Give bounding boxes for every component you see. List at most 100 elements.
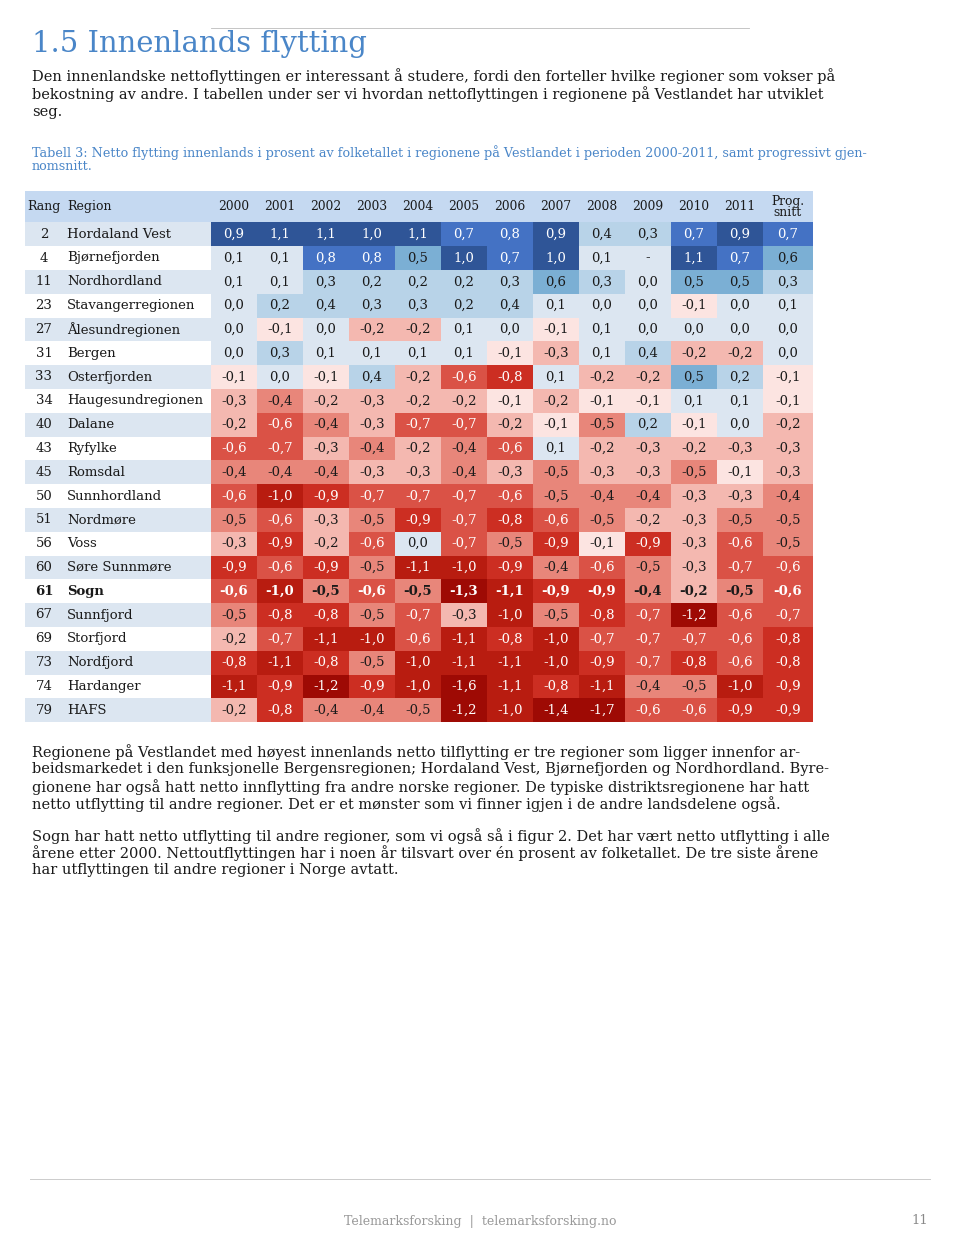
Text: Nordmøre: Nordmøre: [67, 514, 136, 526]
Bar: [257, 389, 303, 412]
Bar: [395, 484, 441, 508]
Text: -0,3: -0,3: [405, 466, 431, 479]
Text: -0,3: -0,3: [543, 347, 569, 359]
Bar: [395, 603, 441, 627]
Text: Region: Region: [67, 200, 111, 212]
Bar: [487, 461, 533, 484]
Bar: [579, 270, 625, 294]
Bar: [395, 317, 441, 341]
Bar: [25, 366, 211, 389]
Bar: [671, 246, 717, 270]
Bar: [395, 461, 441, 484]
Bar: [717, 222, 763, 246]
Text: 0,2: 0,2: [730, 370, 751, 384]
Bar: [395, 389, 441, 412]
Text: -0,2: -0,2: [221, 704, 247, 716]
Bar: [257, 294, 303, 317]
Bar: [25, 627, 211, 651]
Bar: [25, 698, 211, 722]
Bar: [441, 436, 487, 461]
Bar: [303, 412, 349, 436]
Text: -0,9: -0,9: [313, 489, 339, 503]
Text: -: -: [646, 252, 650, 264]
Bar: [487, 317, 533, 341]
Bar: [533, 317, 579, 341]
Text: -0,9: -0,9: [359, 680, 385, 693]
Text: -0,3: -0,3: [497, 466, 523, 479]
Bar: [763, 366, 813, 389]
Text: Haugesundregionen: Haugesundregionen: [67, 394, 203, 408]
Text: -0,3: -0,3: [727, 489, 753, 503]
Text: -0,8: -0,8: [221, 656, 247, 669]
Text: 2000: 2000: [219, 200, 250, 212]
Text: -1,6: -1,6: [451, 680, 477, 693]
Bar: [395, 674, 441, 698]
Bar: [533, 436, 579, 461]
Bar: [25, 389, 211, 412]
Text: 0,0: 0,0: [224, 347, 245, 359]
Bar: [671, 294, 717, 317]
Text: 0,3: 0,3: [362, 299, 382, 312]
Bar: [257, 484, 303, 508]
Bar: [25, 556, 211, 579]
Text: 0,0: 0,0: [637, 299, 659, 312]
Text: -0,7: -0,7: [451, 537, 477, 550]
Text: -0,5: -0,5: [359, 609, 385, 621]
Text: 0,4: 0,4: [499, 299, 520, 312]
Text: -0,7: -0,7: [405, 609, 431, 621]
Text: 0,1: 0,1: [453, 347, 474, 359]
Bar: [671, 270, 717, 294]
Text: -0,4: -0,4: [776, 489, 801, 503]
Bar: [625, 556, 671, 579]
Text: -0,3: -0,3: [359, 466, 385, 479]
Text: -1,0: -1,0: [359, 632, 385, 646]
Text: Bjørnefjorden: Bjørnefjorden: [67, 252, 159, 264]
Text: 0,2: 0,2: [270, 299, 291, 312]
Text: -0,4: -0,4: [451, 442, 477, 454]
Bar: [211, 698, 257, 722]
Text: -0,4: -0,4: [313, 466, 339, 479]
Text: -0,6: -0,6: [775, 561, 801, 574]
Text: -0,6: -0,6: [727, 537, 753, 550]
Text: -0,6: -0,6: [497, 489, 523, 503]
Text: 0,3: 0,3: [499, 275, 520, 288]
Text: 2001: 2001: [264, 200, 296, 212]
Bar: [625, 222, 671, 246]
Bar: [717, 366, 763, 389]
Bar: [487, 484, 533, 508]
Text: -0,7: -0,7: [405, 419, 431, 431]
Bar: [717, 317, 763, 341]
Text: -0,4: -0,4: [313, 704, 339, 716]
Text: -0,6: -0,6: [267, 514, 293, 526]
Text: -0,6: -0,6: [497, 442, 523, 454]
Text: -0,1: -0,1: [682, 419, 707, 431]
Bar: [349, 366, 395, 389]
Bar: [349, 603, 395, 627]
Text: 2005: 2005: [448, 200, 480, 212]
Bar: [717, 461, 763, 484]
Text: seg.: seg.: [32, 105, 62, 119]
Bar: [487, 651, 533, 674]
Text: -0,2: -0,2: [543, 394, 568, 408]
Text: -0,4: -0,4: [636, 680, 660, 693]
Bar: [579, 461, 625, 484]
Bar: [487, 579, 533, 603]
Text: -0,2: -0,2: [682, 347, 707, 359]
Bar: [211, 436, 257, 461]
Text: -0,2: -0,2: [405, 394, 431, 408]
Text: årene etter 2000. Nettoutflyttingen har i noen år tilsvart over én prosent av fo: årene etter 2000. Nettoutflyttingen har …: [32, 846, 818, 862]
Bar: [763, 579, 813, 603]
Bar: [487, 412, 533, 436]
Bar: [487, 532, 533, 556]
Bar: [349, 698, 395, 722]
Text: Hordaland Vest: Hordaland Vest: [67, 227, 171, 241]
Text: -0,3: -0,3: [313, 442, 339, 454]
Bar: [579, 366, 625, 389]
Bar: [257, 461, 303, 484]
Bar: [763, 674, 813, 698]
Bar: [303, 579, 349, 603]
Text: -0,2: -0,2: [589, 370, 614, 384]
Bar: [763, 556, 813, 579]
Bar: [349, 508, 395, 532]
Bar: [25, 294, 211, 317]
